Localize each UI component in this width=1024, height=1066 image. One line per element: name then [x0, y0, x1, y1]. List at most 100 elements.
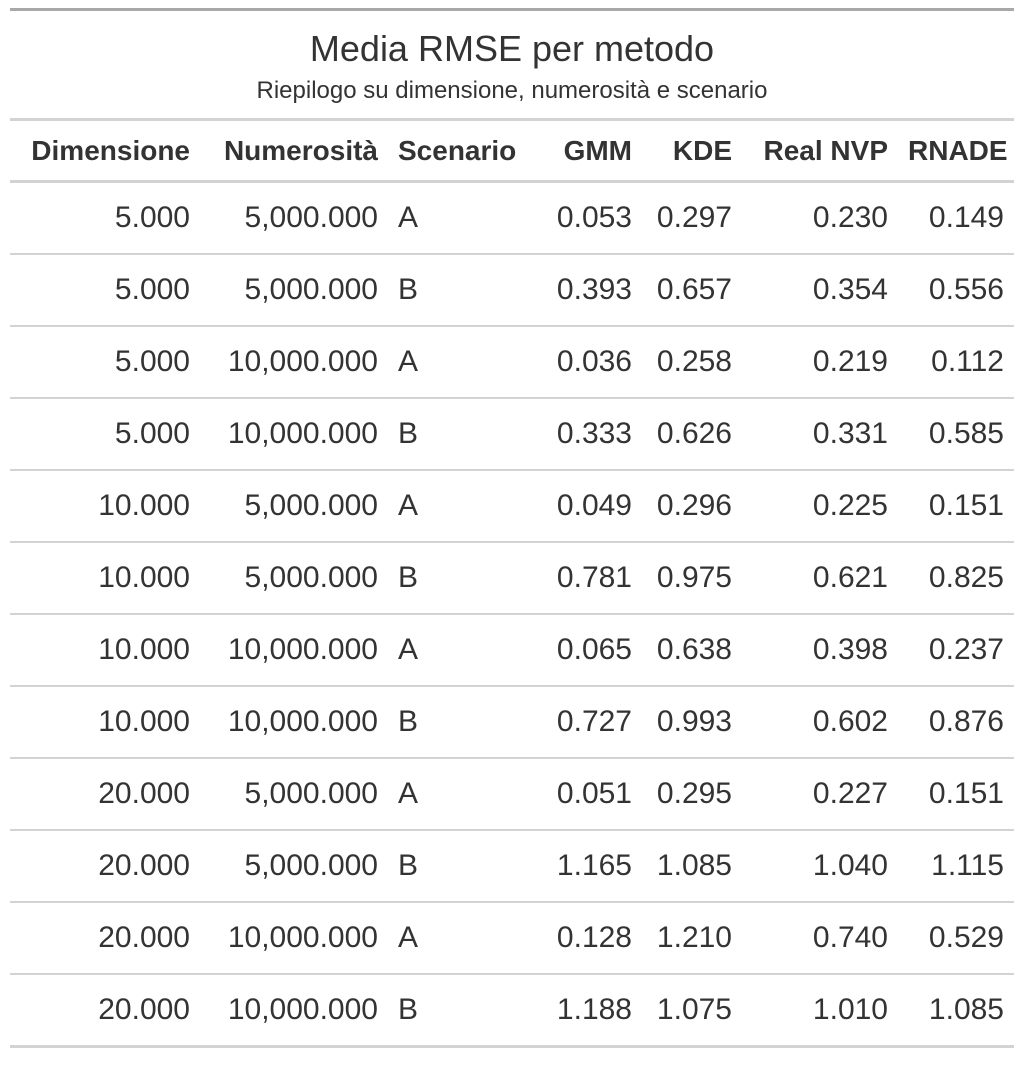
cell-real-nvp: 0.621 — [742, 542, 898, 615]
cell-numerosita: 5,000.000 — [200, 470, 388, 543]
cell-dimensione: 5.000 — [10, 398, 200, 471]
cell-scenario: A — [388, 181, 526, 255]
cell-kde: 1.075 — [642, 974, 742, 1048]
cell-rnade: 0.825 — [898, 542, 1014, 615]
cell-gmm: 0.781 — [526, 542, 642, 615]
cell-rnade: 0.151 — [898, 470, 1014, 543]
cell-dimensione: 5.000 — [10, 326, 200, 399]
summary-table-container: Media RMSE per metodo Riepilogo su dimen… — [10, 8, 1014, 1048]
cell-kde: 0.638 — [642, 614, 742, 687]
cell-scenario: A — [388, 614, 526, 687]
cell-rnade: 1.085 — [898, 974, 1014, 1048]
cell-real-nvp: 1.010 — [742, 974, 898, 1048]
cell-scenario: B — [388, 830, 526, 903]
column-header-kde: KDE — [642, 121, 742, 183]
cell-dimensione: 5.000 — [10, 181, 200, 255]
cell-real-nvp: 0.740 — [742, 902, 898, 975]
table-body: 5.000 5,000.000 A 0.053 0.297 0.230 0.149 5.000… — [10, 181, 1014, 1048]
cell-kde: 0.993 — [642, 686, 742, 759]
cell-numerosita: 10,000.000 — [200, 686, 388, 759]
cell-gmm: 0.036 — [526, 326, 642, 399]
cell-kde: 0.296 — [642, 470, 742, 543]
table-row: 5.000 5,000.000 A 0.053 0.297 0.230 0.149 — [10, 181, 1014, 255]
cell-gmm: 0.049 — [526, 470, 642, 543]
rmse-table: Dimensione Numerosità Scenario GMM KDE R… — [10, 121, 1014, 1048]
table-subtitle: Riepilogo su dimensione, numerosità e sc… — [256, 77, 768, 104]
cell-numerosita: 5,000.000 — [200, 542, 388, 615]
cell-dimensione: 20.000 — [10, 758, 200, 831]
cell-rnade: 0.151 — [898, 758, 1014, 831]
table-row: 20.000 10,000.000 A 0.128 1.210 0.740 0.529 — [10, 902, 1014, 975]
cell-gmm: 1.165 — [526, 830, 642, 903]
cell-gmm: 0.727 — [526, 686, 642, 759]
cell-rnade: 0.556 — [898, 254, 1014, 327]
header-row: Dimensione Numerosità Scenario GMM KDE R… — [10, 121, 1014, 183]
table-row: 20.000 10,000.000 B 1.188 1.075 1.010 1.085 — [10, 974, 1014, 1048]
cell-dimensione: 10.000 — [10, 542, 200, 615]
top-rule — [10, 8, 1014, 11]
cell-numerosita: 10,000.000 — [200, 974, 388, 1048]
cell-real-nvp: 0.354 — [742, 254, 898, 327]
cell-scenario: B — [388, 398, 526, 471]
cell-kde: 0.258 — [642, 326, 742, 399]
column-header-numerosita: Numerosità — [200, 121, 388, 183]
column-header-real-nvp: Real NVP — [742, 121, 898, 183]
cell-gmm: 0.053 — [526, 181, 642, 255]
cell-kde: 0.626 — [642, 398, 742, 471]
cell-numerosita: 5,000.000 — [200, 181, 388, 255]
cell-real-nvp: 0.227 — [742, 758, 898, 831]
cell-gmm: 0.393 — [526, 254, 642, 327]
cell-real-nvp: 1.040 — [742, 830, 898, 903]
cell-numerosita: 10,000.000 — [200, 398, 388, 471]
cell-real-nvp: 0.219 — [742, 326, 898, 399]
cell-gmm: 0.065 — [526, 614, 642, 687]
cell-numerosita: 10,000.000 — [200, 614, 388, 687]
cell-numerosita: 5,000.000 — [200, 758, 388, 831]
cell-real-nvp: 0.398 — [742, 614, 898, 687]
table-title: Media RMSE per metodo — [309, 28, 715, 69]
cell-dimensione: 10.000 — [10, 614, 200, 687]
column-header-scenario: Scenario — [388, 121, 526, 183]
table-row: 10.000 10,000.000 B 0.727 0.993 0.602 0.876 — [10, 686, 1014, 759]
cell-kde: 0.975 — [642, 542, 742, 615]
cell-rnade: 0.112 — [898, 326, 1014, 399]
cell-scenario: B — [388, 542, 526, 615]
cell-dimensione: 20.000 — [10, 974, 200, 1048]
cell-scenario: A — [388, 758, 526, 831]
table-row: 5.000 10,000.000 A 0.036 0.258 0.219 0.112 — [10, 326, 1014, 399]
heading-rule — [10, 118, 1014, 121]
table-row: 20.000 5,000.000 A 0.051 0.295 0.227 0.151 — [10, 758, 1014, 831]
cell-kde: 0.295 — [642, 758, 742, 831]
cell-dimensione: 20.000 — [10, 830, 200, 903]
column-header-gmm: GMM — [526, 121, 642, 183]
cell-scenario: A — [388, 902, 526, 975]
cell-dimensione: 20.000 — [10, 902, 200, 975]
cell-gmm: 0.128 — [526, 902, 642, 975]
cell-rnade: 0.149 — [898, 181, 1014, 255]
cell-kde: 1.210 — [642, 902, 742, 975]
column-header-rnade: RNADE — [898, 121, 1014, 183]
cell-rnade: 0.237 — [898, 614, 1014, 687]
cell-dimensione: 5.000 — [10, 254, 200, 327]
cell-gmm: 0.333 — [526, 398, 642, 471]
table-row: 20.000 5,000.000 B 1.165 1.085 1.040 1.115 — [10, 830, 1014, 903]
cell-real-nvp: 0.602 — [742, 686, 898, 759]
cell-kde: 0.657 — [642, 254, 742, 327]
cell-scenario: A — [388, 326, 526, 399]
cell-rnade: 1.115 — [898, 830, 1014, 903]
column-header-dimensione: Dimensione — [10, 121, 200, 183]
table-row: 10.000 5,000.000 B 0.781 0.975 0.621 0.825 — [10, 542, 1014, 615]
cell-real-nvp: 0.230 — [742, 181, 898, 255]
table-row: 5.000 5,000.000 B 0.393 0.657 0.354 0.556 — [10, 254, 1014, 327]
table-row: 10.000 5,000.000 A 0.049 0.296 0.225 0.151 — [10, 470, 1014, 543]
cell-kde: 1.085 — [642, 830, 742, 903]
cell-numerosita: 5,000.000 — [200, 830, 388, 903]
cell-numerosita: 10,000.000 — [200, 902, 388, 975]
cell-dimensione: 10.000 — [10, 686, 200, 759]
cell-rnade: 0.585 — [898, 398, 1014, 471]
cell-real-nvp: 0.331 — [742, 398, 898, 471]
cell-scenario: B — [388, 686, 526, 759]
cell-real-nvp: 0.225 — [742, 470, 898, 543]
table-row: 5.000 10,000.000 B 0.333 0.626 0.331 0.585 — [10, 398, 1014, 471]
cell-gmm: 0.051 — [526, 758, 642, 831]
